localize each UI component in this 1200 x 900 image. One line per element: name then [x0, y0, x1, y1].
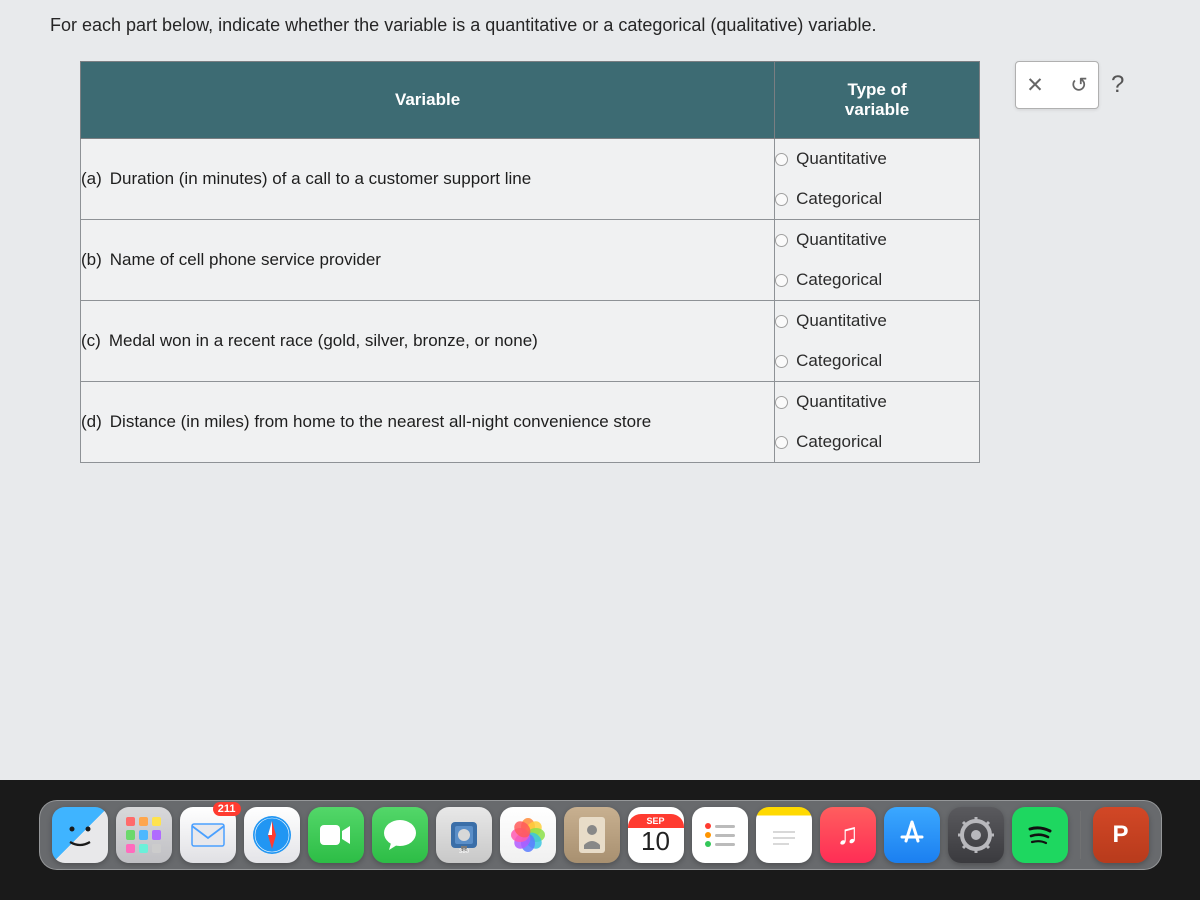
radio-icon: [775, 153, 788, 166]
radio-icon: [775, 234, 788, 247]
mail-icon[interactable]: 211: [180, 807, 236, 863]
variable-type-table: Variable Type of variable (a) Duration (i…: [80, 61, 980, 463]
categorical-option[interactable]: Categorical: [775, 260, 979, 300]
svg-text:380: 380: [458, 849, 469, 854]
dock-container: 211 380 SEP 10 ♫: [20, 800, 1180, 870]
reminders-line: [705, 832, 735, 838]
option-label: Categorical: [796, 270, 882, 290]
launchpad-cell: [139, 830, 148, 839]
music-icon[interactable]: ♫: [820, 807, 876, 863]
quiz-content-area: For each part below, indicate whether th…: [0, 0, 1200, 780]
launchpad-cell: [139, 817, 148, 826]
launchpad-cell: [139, 844, 148, 853]
radio-icon: [775, 355, 788, 368]
reminders-bar: [715, 843, 735, 846]
reminders-bar: [715, 834, 735, 837]
launchpad-cell: [126, 830, 135, 839]
variable-text: Name of cell phone service provider: [110, 250, 381, 269]
safari-icon[interactable]: [244, 807, 300, 863]
part-label: (a): [81, 169, 102, 188]
reminders-bar: [715, 825, 735, 828]
quantitative-option[interactable]: Quantitative: [775, 139, 979, 179]
radio-icon: [775, 274, 788, 287]
header-type: Type of variable: [775, 62, 980, 139]
action-panel: ✕ ↺: [1015, 61, 1099, 109]
variable-text: Distance (in miles) from home to the nea…: [110, 412, 651, 431]
spotify-icon[interactable]: [1012, 807, 1068, 863]
header-variable: Variable: [81, 62, 775, 139]
question-row: (b) Name of cell phone service provider Qu…: [81, 220, 980, 301]
mail-badge: 211: [213, 802, 241, 816]
part-label: (b): [81, 250, 102, 269]
reminders-line: [705, 841, 735, 847]
photos-icon[interactable]: [500, 807, 556, 863]
facetime-icon[interactable]: [308, 807, 364, 863]
option-label: Categorical: [796, 189, 882, 209]
help-button[interactable]: ?: [1111, 71, 1124, 99]
categorical-option[interactable]: Categorical: [775, 179, 979, 219]
type-cell: Quantitative Categorical: [775, 139, 980, 220]
part-label: (c): [81, 331, 101, 350]
variable-cell: (d) Distance (in miles) from home to the …: [81, 382, 775, 463]
question-row: (a) Duration (in minutes) of a call to a …: [81, 139, 980, 220]
reminders-dot: [705, 832, 711, 838]
question-row: (c) Medal won in a recent race (gold, sil…: [81, 301, 980, 382]
variable-cell: (c) Medal won in a recent race (gold, sil…: [81, 301, 775, 382]
type-cell: Quantitative Categorical: [775, 220, 980, 301]
reminders-dot: [705, 841, 711, 847]
launchpad-cell: [126, 844, 135, 853]
reminders-icon[interactable]: [692, 807, 748, 863]
utility-icon[interactable]: 380: [436, 807, 492, 863]
notes-icon[interactable]: [756, 807, 812, 863]
reminders-line: [705, 823, 735, 829]
radio-icon: [775, 436, 788, 449]
macos-dock: 211 380 SEP 10 ♫: [39, 800, 1162, 870]
launchpad-icon[interactable]: [116, 807, 172, 863]
type-cell: Quantitative Categorical: [775, 382, 980, 463]
contacts-icon[interactable]: [564, 807, 620, 863]
system-preferences-icon[interactable]: [948, 807, 1004, 863]
close-button[interactable]: ✕: [1022, 72, 1048, 98]
undo-button[interactable]: ↺: [1066, 72, 1092, 98]
option-label: Categorical: [796, 432, 882, 452]
main-container: Variable Type of variable (a) Duration (i…: [50, 61, 1175, 463]
option-label: Quantitative: [796, 149, 887, 169]
type-cell: Quantitative Categorical: [775, 301, 980, 382]
question-prompt: For each part below, indicate whether th…: [50, 10, 1175, 36]
variable-text: Duration (in minutes) of a call to a cus…: [110, 169, 531, 188]
question-row: (d) Distance (in miles) from home to the …: [81, 382, 980, 463]
dock-separator: [1080, 811, 1081, 859]
option-label: Categorical: [796, 351, 882, 371]
option-label: Quantitative: [796, 230, 887, 250]
part-label: (d): [81, 412, 102, 431]
powerpoint-icon[interactable]: P: [1093, 807, 1149, 863]
messages-icon[interactable]: [372, 807, 428, 863]
powerpoint-label: P: [1112, 821, 1128, 849]
categorical-option[interactable]: Categorical: [775, 422, 979, 462]
variable-cell: (b) Name of cell phone service provider: [81, 220, 775, 301]
option-label: Quantitative: [796, 392, 887, 412]
launchpad-cell: [152, 817, 161, 826]
reminders-dot: [705, 823, 711, 829]
categorical-option[interactable]: Categorical: [775, 341, 979, 381]
radio-icon: [775, 396, 788, 409]
option-label: Quantitative: [796, 311, 887, 331]
quantitative-option[interactable]: Quantitative: [775, 301, 979, 341]
calendar-icon[interactable]: SEP 10: [628, 807, 684, 863]
quantitative-option[interactable]: Quantitative: [775, 220, 979, 260]
launchpad-cell: [152, 830, 161, 839]
radio-icon: [775, 193, 788, 206]
appstore-icon[interactable]: [884, 807, 940, 863]
finder-icon[interactable]: [52, 807, 108, 863]
calendar-date: 10: [641, 826, 670, 857]
variable-text: Medal won in a recent race (gold, silver…: [109, 331, 538, 350]
variable-cell: (a) Duration (in minutes) of a call to a …: [81, 139, 775, 220]
launchpad-cell: [126, 817, 135, 826]
quantitative-option[interactable]: Quantitative: [775, 382, 979, 422]
radio-icon: [775, 315, 788, 328]
launchpad-cell: [152, 844, 161, 853]
